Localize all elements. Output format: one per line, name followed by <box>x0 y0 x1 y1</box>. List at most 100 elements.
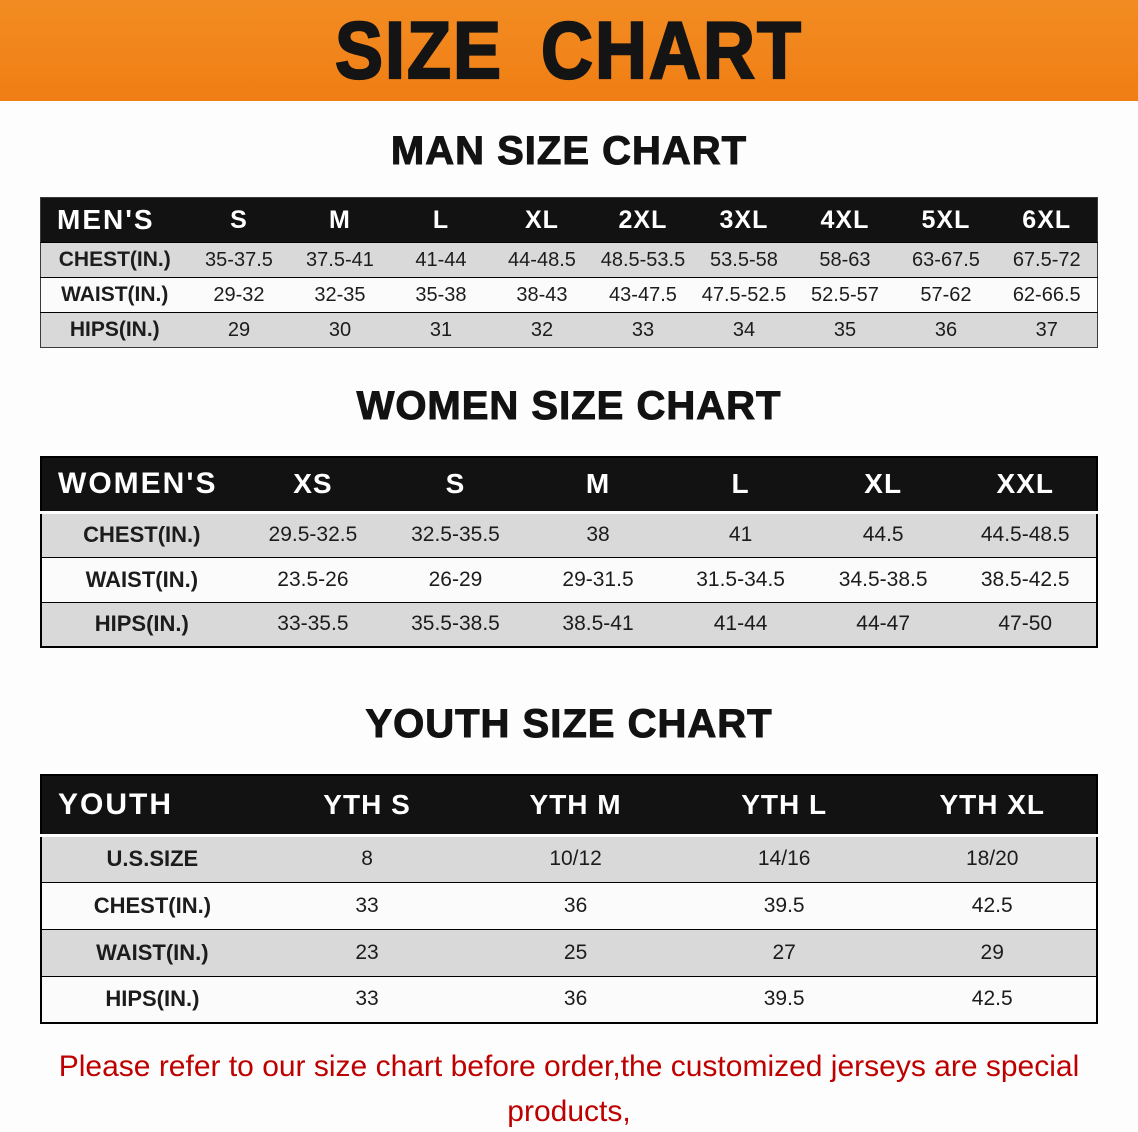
men-section: MAN SIZE CHART MEN'S S M L XL 2XL 3XL 4XL 5XL 6XL… <box>0 127 1138 348</box>
measurement-value: 31.5-34.5 <box>669 556 812 602</box>
size-header-cell: XS <box>241 457 385 514</box>
measurement-label: WAIST(IN.) <box>41 928 263 976</box>
measurement-value: 23.5-26 <box>241 556 385 602</box>
table-header-row: WOMEN'S XS S M L XL XXL <box>41 457 1097 514</box>
measurement-value: 44.5 <box>811 511 955 557</box>
measurement-value: 43-47.5 <box>592 277 694 313</box>
size-header-cell: 3XL <box>693 197 795 243</box>
youth-section-heading: YOUTH SIZE CHART <box>365 702 773 747</box>
table-row: HIPS(IN.) 29 30 31 32 33 34 35 36 37 <box>40 312 1098 348</box>
measurement-value: 53.5-58 <box>693 242 795 278</box>
size-charts: MAN SIZE CHART MEN'S S M L XL 2XL 3XL 4XL 5XL 6XL… <box>0 127 1138 1024</box>
measurement-value: 8 <box>262 834 472 882</box>
measurement-value: 29 <box>188 312 290 348</box>
size-header-cell: 5XL <box>895 197 997 243</box>
disclaimer: Please refer to our size chart before or… <box>0 1044 1138 1132</box>
measurement-value: 33-35.5 <box>241 601 385 647</box>
measurement-value: 34.5-38.5 <box>811 556 955 602</box>
table-row: HIPS(IN.) 33 36 39.5 42.5 <box>41 975 1097 1023</box>
women-section-heading: WOMEN SIZE CHART <box>356 384 782 429</box>
measurement-value: 30 <box>289 312 391 348</box>
measurement-value: 39.5 <box>679 975 889 1023</box>
measurement-value: 10/12 <box>471 834 680 882</box>
measurement-value: 37 <box>996 312 1098 348</box>
size-header-cell: M <box>289 197 391 243</box>
measurement-label: HIPS(IN.) <box>40 312 189 348</box>
measurement-value: 38-43 <box>491 277 593 313</box>
measurement-value: 57-62 <box>895 277 997 313</box>
page-title: SIZE CHART <box>334 5 803 97</box>
table-row: U.S.SIZE 8 10/12 14/16 18/20 <box>41 834 1097 882</box>
size-chart-banner: SIZE CHART <box>0 0 1138 101</box>
measurement-value: 27 <box>679 928 889 976</box>
table-row: CHEST(IN.) 29.5-32.5 32.5-35.5 38 41 44.5 44.5… <box>41 511 1097 557</box>
measurement-value: 33 <box>592 312 694 348</box>
measurement-value: 33 <box>262 975 472 1023</box>
measurement-value: 32.5-35.5 <box>384 511 527 557</box>
measurement-value: 38.5-41 <box>526 601 670 647</box>
table-row: CHEST(IN.) 35-37.5 37.5-41 41-44 44-48.5 48.5… <box>40 242 1098 278</box>
measurement-value: 44.5-48.5 <box>954 511 1097 557</box>
men-table-holder: MEN'S S M L XL 2XL 3XL 4XL 5XL 6XL CHEST(IN.) 35-37… <box>0 197 1138 348</box>
disclaimer-line-1: Please refer to our size chart before or… <box>58 1050 1080 1128</box>
size-header-cell: S <box>384 457 527 514</box>
measurement-value: 31 <box>390 312 492 348</box>
measurement-value: 41 <box>669 511 812 557</box>
measurement-value: 58-63 <box>794 242 896 278</box>
measurement-value: 32-35 <box>289 277 391 313</box>
table-header-row: YOUTH YTH S YTH M YTH L YTH XL <box>41 775 1097 837</box>
measurement-value: 29-32 <box>188 277 290 313</box>
size-header-cell: XXL <box>954 457 1097 514</box>
table-header-row: MEN'S S M L XL 2XL 3XL 4XL 5XL 6XL <box>40 197 1098 243</box>
table-title-cell: YOUTH <box>41 775 263 837</box>
size-header-cell: YTH S <box>262 775 472 837</box>
table-row: HIPS(IN.) 33-35.5 35.5-38.5 38.5-41 41-44 44-… <box>41 601 1097 647</box>
measurement-value: 36 <box>471 975 680 1023</box>
measurement-value: 23 <box>262 928 472 976</box>
measurement-value: 48.5-53.5 <box>592 242 694 278</box>
measurement-value: 35-37.5 <box>188 242 290 278</box>
measurement-label: HIPS(IN.) <box>41 601 242 647</box>
measurement-value: 67.5-72 <box>996 242 1098 278</box>
measurement-value: 44-47 <box>811 601 955 647</box>
measurement-value: 29.5-32.5 <box>241 511 385 557</box>
size-header-cell: YTH L <box>679 775 889 837</box>
youth-section: YOUTH SIZE CHART YOUTH YTH S YTH M YTH L YTH… <box>0 700 1138 1024</box>
measurement-value: 63-67.5 <box>895 242 997 278</box>
measurement-label: WAIST(IN.) <box>40 277 189 313</box>
size-header-cell: M <box>526 457 670 514</box>
size-header-cell: XL <box>491 197 593 243</box>
measurement-label: HIPS(IN.) <box>41 975 263 1023</box>
measurement-value: 44-48.5 <box>491 242 593 278</box>
measurement-label: CHEST(IN.) <box>41 511 242 557</box>
size-header-cell: YTH M <box>471 775 680 837</box>
measurement-value: 62-66.5 <box>996 277 1098 313</box>
measurement-value: 41-44 <box>390 242 492 278</box>
men-size-table: MEN'S S M L XL 2XL 3XL 4XL 5XL 6XL CHEST(IN.) 35-37… <box>40 197 1098 348</box>
women-section: WOMEN SIZE CHART WOMEN'S XS S M L XL XXL CHEST(… <box>0 382 1138 648</box>
table-title-cell: MEN'S <box>40 197 189 243</box>
size-header-cell: YTH XL <box>888 775 1097 837</box>
measurement-value: 36 <box>895 312 997 348</box>
youth-size-table: YOUTH YTH S YTH M YTH L YTH XL U.S.SIZE 8 10/12… <box>40 774 1098 1024</box>
measurement-value: 35 <box>794 312 896 348</box>
youth-table-holder: YOUTH YTH S YTH M YTH L YTH XL U.S.SIZE 8 10/12… <box>0 774 1138 1024</box>
measurement-value: 25 <box>471 928 680 976</box>
measurement-value: 34 <box>693 312 795 348</box>
measurement-value: 29 <box>888 928 1097 976</box>
size-header-cell: L <box>669 457 812 514</box>
size-header-cell: S <box>188 197 290 243</box>
measurement-value: 41-44 <box>669 601 812 647</box>
measurement-value: 39.5 <box>679 881 889 929</box>
women-size-table: WOMEN'S XS S M L XL XXL CHEST(IN.) 29.5-32.5 32.5… <box>40 456 1098 648</box>
men-section-heading: MAN SIZE CHART <box>390 129 748 174</box>
measurement-label: CHEST(IN.) <box>40 242 189 278</box>
measurement-value: 35.5-38.5 <box>384 601 527 647</box>
size-header-cell: XL <box>811 457 955 514</box>
measurement-label: U.S.SIZE <box>41 834 263 882</box>
measurement-value: 38.5-42.5 <box>954 556 1097 602</box>
measurement-value: 38 <box>526 511 670 557</box>
size-header-cell: 2XL <box>592 197 694 243</box>
measurement-value: 35-38 <box>390 277 492 313</box>
